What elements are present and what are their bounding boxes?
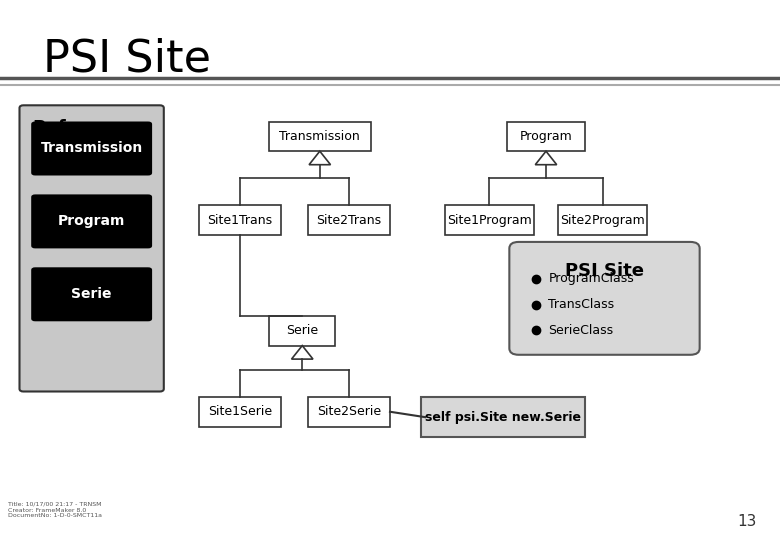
FancyBboxPatch shape [31,194,152,248]
FancyBboxPatch shape [509,242,700,355]
FancyBboxPatch shape [445,205,534,235]
FancyBboxPatch shape [31,122,152,176]
Text: Site1Trans: Site1Trans [207,213,272,227]
Text: TransClass: TransClass [548,298,615,311]
Text: 13: 13 [737,514,757,529]
FancyBboxPatch shape [20,105,164,392]
FancyBboxPatch shape [269,316,335,346]
FancyBboxPatch shape [421,397,585,437]
FancyBboxPatch shape [199,397,281,427]
Text: SerieClass: SerieClass [548,324,613,337]
FancyBboxPatch shape [308,397,390,427]
Text: Site1Serie: Site1Serie [207,405,272,418]
FancyBboxPatch shape [558,205,647,235]
Text: Transmission: Transmission [41,141,143,156]
Text: PSI Site: PSI Site [565,262,644,280]
Text: Site1Program: Site1Program [447,213,532,227]
Text: Transmission: Transmission [279,130,360,143]
Text: Serie: Serie [286,324,318,338]
Text: self psi.Site new.Serie: self psi.Site new.Serie [425,410,581,424]
FancyBboxPatch shape [269,122,370,151]
Text: Serie: Serie [72,287,112,301]
Text: Title: 10/17/00 21:17 - TRNSM
Creator: FrameMaker 8.0
DocumentNo: 1-D-0-SMCT11a: Title: 10/17/00 21:17 - TRNSM Creator: F… [8,502,102,518]
FancyBboxPatch shape [507,122,585,151]
Text: ProgramClass: ProgramClass [548,272,634,285]
Text: Site2Trans: Site2Trans [317,213,381,227]
FancyBboxPatch shape [199,205,281,235]
Text: Before: Before [33,119,100,137]
Text: Site2Program: Site2Program [560,213,645,227]
FancyBboxPatch shape [308,205,390,235]
Text: Site2Serie: Site2Serie [317,405,381,418]
Text: Program: Program [58,214,126,228]
Text: Program: Program [519,130,573,143]
Text: PSI Site: PSI Site [43,38,211,81]
FancyBboxPatch shape [31,267,152,321]
